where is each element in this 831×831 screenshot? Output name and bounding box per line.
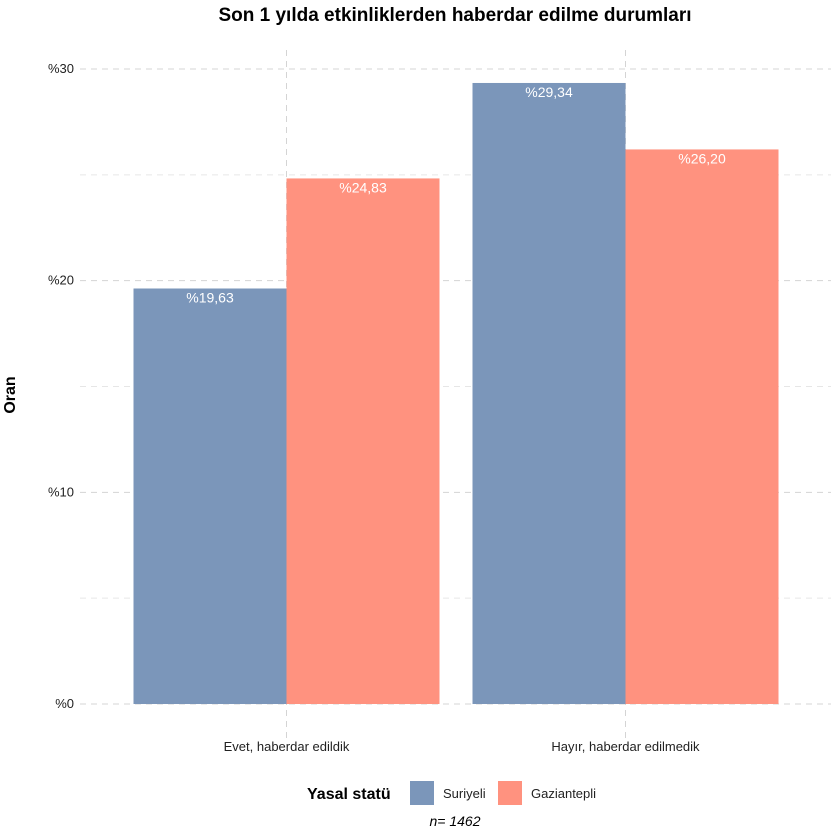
bar-gaziantepli-2 <box>625 149 779 704</box>
data-label: %19,63 <box>186 289 234 305</box>
bars <box>133 82 779 705</box>
legend-label-gaziantepli: Gaziantepli <box>531 786 596 801</box>
y-axis-ticks: %0 %10 %20 %30 <box>48 61 74 711</box>
y-axis-label: Oran <box>2 376 19 413</box>
data-label: %24,83 <box>339 179 387 195</box>
legend-title: Yasal statü <box>307 786 391 803</box>
legend-label-suriyeli: Suriyeli <box>443 786 486 801</box>
x-tick-label: Evet, haberdar edildik <box>224 739 350 754</box>
y-tick-label: %30 <box>48 61 74 76</box>
x-tick-label: Hayır, haberdar edilmedik <box>551 739 700 754</box>
y-tick-label: %10 <box>48 484 74 499</box>
value-labels: %19,63 %24,83 %29,34 %26,20 <box>186 84 726 306</box>
sample-size-caption: n= 1462 <box>430 813 481 829</box>
data-label: %26,20 <box>678 150 726 166</box>
bar-gaziantepli-1 <box>286 178 440 705</box>
y-tick-label: %0 <box>55 696 74 711</box>
data-label: %29,34 <box>525 84 573 100</box>
chart-title: Son 1 yılda etkinliklerden haberdar edil… <box>218 5 691 26</box>
legend-swatch-suriyeli <box>410 781 434 805</box>
bar-suriyeli-1 <box>133 288 287 704</box>
legend-swatch-gaziantepli <box>498 781 522 805</box>
x-axis-ticks: Evet, haberdar edildik Hayır, haberdar ed… <box>224 739 700 754</box>
legend: Yasal statü Suriyeli Gaziantepli <box>307 781 596 805</box>
bar-suriyeli-2 <box>472 82 626 705</box>
y-tick-label: %20 <box>48 273 74 288</box>
